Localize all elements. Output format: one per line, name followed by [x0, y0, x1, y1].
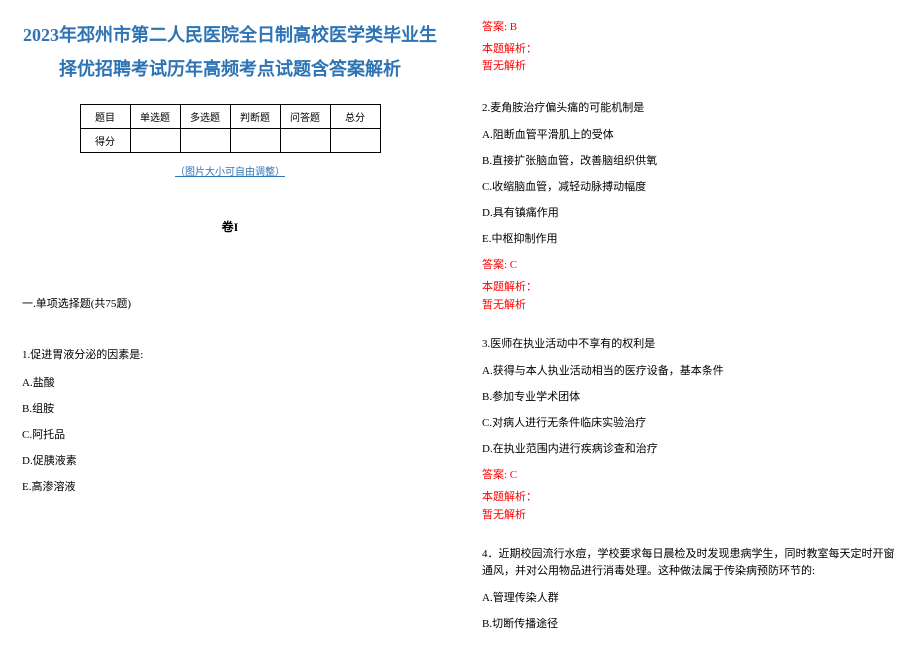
q3-opt-b: B.参加专业学术团体: [482, 388, 898, 404]
q4-stem: 4．近期校园流行水痘，学校要求每日晨检及时发现患病学生，同时教室每天定时开窗通风…: [482, 546, 898, 579]
q2-opt-e: E.中枢抑制作用: [482, 230, 898, 246]
q3-stem: 3.医师在执业活动中不享有的权利是: [482, 336, 898, 353]
section-heading: 一.单项选择题(共75题): [22, 295, 438, 311]
q3-analysis-label: 本题解析：: [482, 490, 898, 505]
table-header-row: 题目 单选题 多选题 判断题 问答题 总分: [80, 105, 380, 129]
q2-analysis-body: 暂无解析: [482, 296, 898, 312]
q1-opt-e: E.高渗溶液: [22, 478, 438, 494]
q1-stem: 1.促进胃液分泌的因素是:: [22, 347, 438, 364]
q2-answer: 答案: C: [482, 256, 898, 272]
spacer: [482, 91, 898, 100]
q2-stem: 2.麦角胺治疗偏头痛的可能机制是: [482, 100, 898, 117]
td-blank: [330, 129, 380, 153]
td-blank: [280, 129, 330, 153]
q1-analysis-label: 本题解析：: [482, 42, 898, 57]
q1-answer: 答案: B: [482, 18, 898, 34]
q3-opt-c: C.对病人进行无条件临床实验治疗: [482, 414, 898, 430]
left-column: 2023年邳州市第二人民医院全日制高校医学类毕业生择优招聘考试历年高频考点试题含…: [0, 0, 460, 651]
td-score-label: 得分: [80, 129, 130, 153]
q1-opt-a: A.盐酸: [22, 374, 438, 390]
doc-title: 2023年邳州市第二人民医院全日制高校医学类毕业生择优招聘考试历年高频考点试题含…: [22, 18, 438, 86]
td-blank: [180, 129, 230, 153]
th-single: 单选题: [130, 105, 180, 129]
table-score-row: 得分: [80, 129, 380, 153]
q3-analysis-body: 暂无解析: [482, 506, 898, 522]
image-adjust-note: （图片大小可自由调整）: [22, 163, 438, 178]
right-column: 答案: B 本题解析： 暂无解析 2.麦角胺治疗偏头痛的可能机制是 A.阻断血管…: [460, 0, 920, 651]
th-total: 总分: [330, 105, 380, 129]
q3-opt-d: D.在执业范围内进行疾病诊查和治疗: [482, 440, 898, 456]
q1-opt-b: B.组胺: [22, 400, 438, 416]
page: 2023年邳州市第二人民医院全日制高校医学类毕业生择优招聘考试历年高频考点试题含…: [0, 0, 920, 651]
q2-opt-d: D.具有镇痛作用: [482, 204, 898, 220]
q2-opt-b: B.直接扩张脑血管，改善脑组织供氧: [482, 152, 898, 168]
score-table: 题目 单选题 多选题 判断题 问答题 总分 得分: [80, 104, 381, 153]
q2-opt-a: A.阻断血管平滑肌上的受体: [482, 126, 898, 142]
q1-opt-c: C.阿托品: [22, 426, 438, 442]
volume-label: 卷I: [22, 218, 438, 235]
th-qa: 问答题: [280, 105, 330, 129]
q2-opt-c: C.收缩脑血管，减轻动脉搏动幅度: [482, 178, 898, 194]
q2-analysis-label: 本题解析：: [482, 280, 898, 295]
q1-opt-d: D.促胰液素: [22, 452, 438, 468]
q3-opt-a: A.获得与本人执业活动相当的医疗设备，基本条件: [482, 362, 898, 378]
q3-answer: 答案: C: [482, 466, 898, 482]
td-blank: [130, 129, 180, 153]
td-blank: [230, 129, 280, 153]
th-subject: 题目: [80, 105, 130, 129]
th-multi: 多选题: [180, 105, 230, 129]
th-judge: 判断题: [230, 105, 280, 129]
q4-opt-b: B.切断传播途径: [482, 615, 898, 631]
q1-analysis-body: 暂无解析: [482, 57, 898, 73]
q4-opt-a: A.管理传染人群: [482, 589, 898, 605]
